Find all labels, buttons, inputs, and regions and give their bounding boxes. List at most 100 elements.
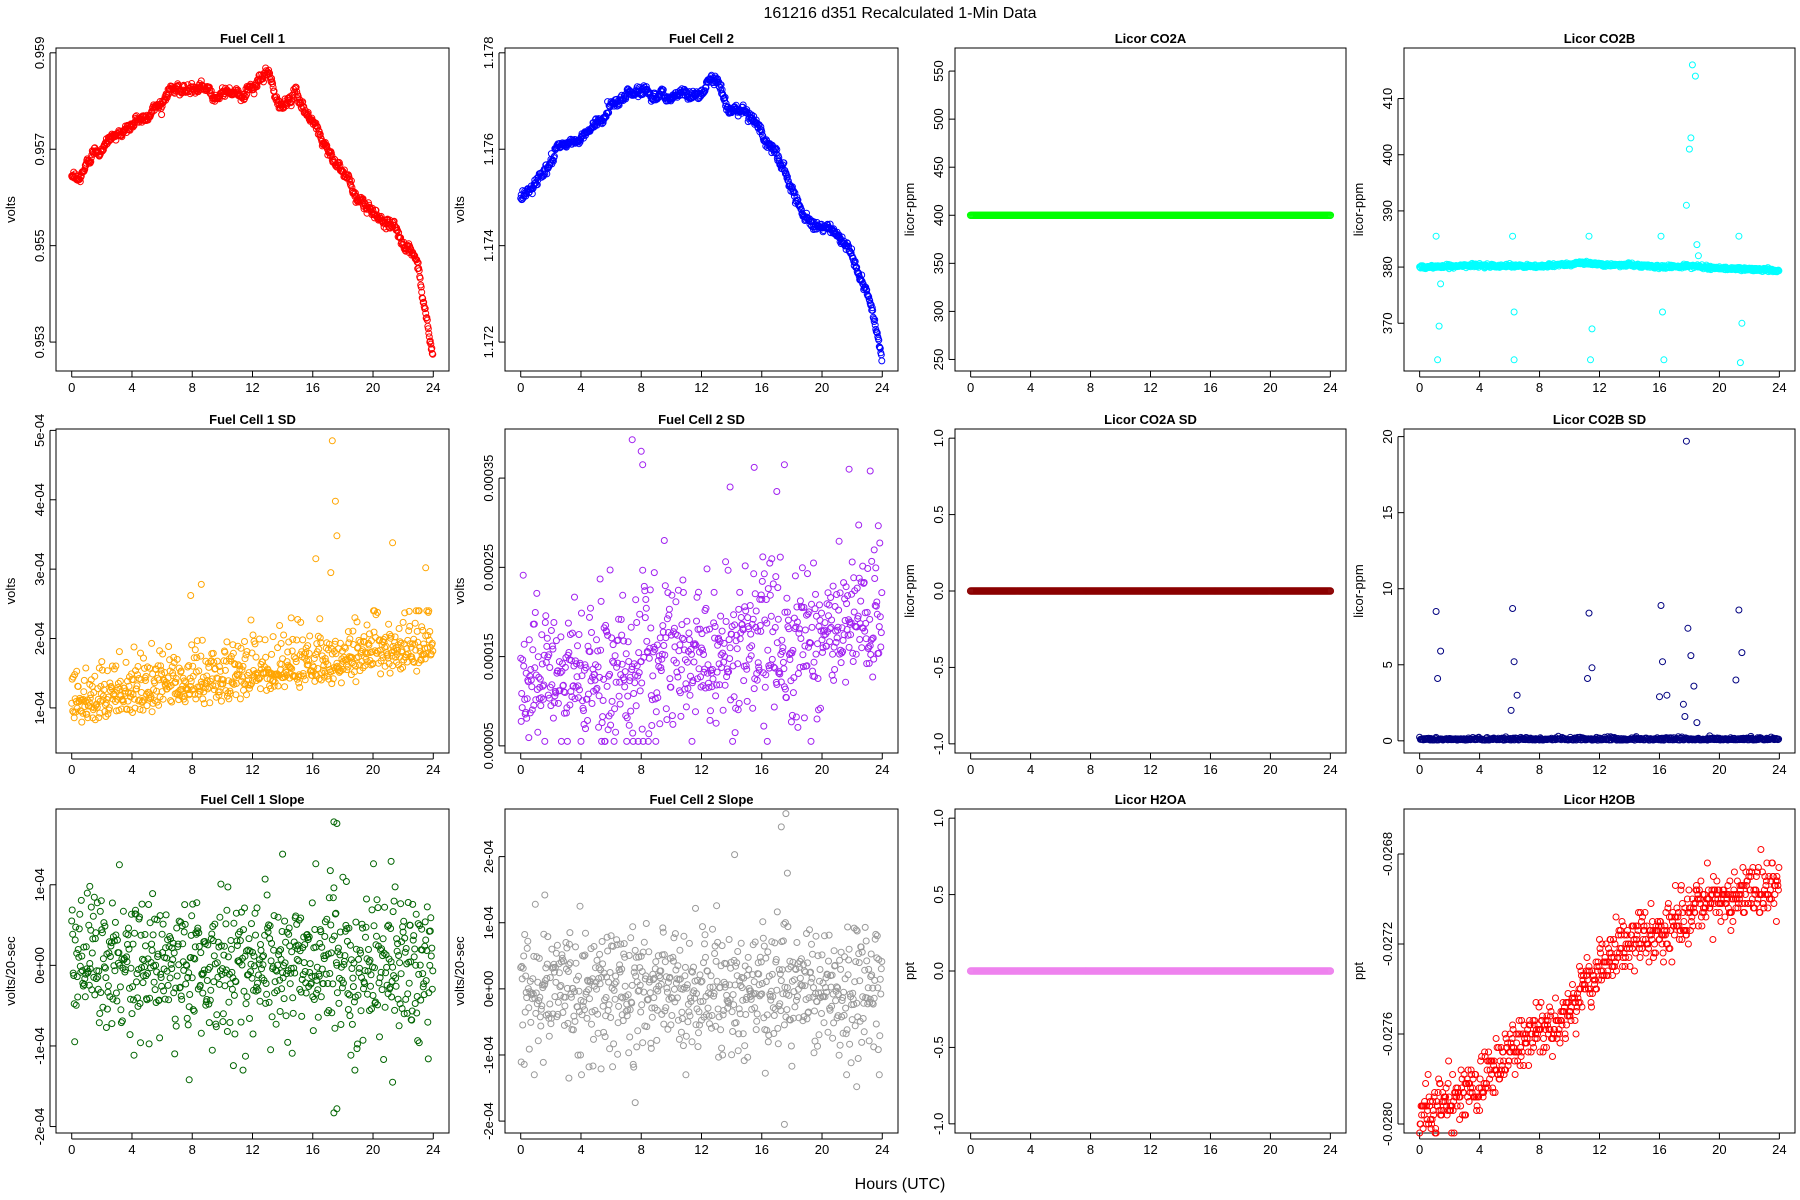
data-point (274, 644, 282, 652)
data-point (596, 575, 604, 583)
data-point (427, 340, 435, 348)
data-point (327, 569, 335, 577)
data-point (848, 245, 856, 253)
data-point (541, 619, 549, 626)
data-point (858, 644, 866, 652)
x-tick-label: 16 (1652, 380, 1666, 395)
data-point (709, 675, 717, 683)
data-point (543, 642, 551, 650)
data-point (683, 617, 691, 625)
y-tick-label: 1.172 (481, 326, 496, 359)
y-axis-label: licor-ppm (902, 183, 917, 236)
data-point (774, 584, 782, 592)
data-point (269, 633, 277, 641)
x-tick-label: 4 (577, 380, 584, 395)
data-point (1588, 325, 1596, 333)
data-point (268, 75, 276, 82)
data-point (792, 713, 800, 721)
data-point (849, 658, 857, 665)
y-tick-label: 3e-04 (32, 553, 47, 586)
data-point (597, 597, 605, 605)
data-point (750, 685, 758, 693)
y-tick-label: 500 (931, 108, 946, 130)
data-point (737, 614, 745, 621)
data-point (299, 636, 307, 644)
data-point (826, 638, 834, 646)
data-point (588, 629, 595, 636)
data-point (791, 189, 799, 197)
data-point (158, 111, 166, 119)
data-point (187, 592, 195, 599)
panel-fc1sd: Fuel Cell 1 SD0 4 8 12 16 20 241e-042e-043e-04… (3, 412, 450, 777)
data-point (148, 639, 156, 647)
x-tick-label: 4 (1476, 762, 1483, 777)
data-point (587, 604, 594, 612)
data-point (679, 576, 687, 584)
data-point (642, 596, 650, 603)
data-point (740, 677, 748, 685)
data-point (346, 635, 354, 643)
data-point (1687, 134, 1695, 142)
data-point (557, 737, 565, 745)
data-point (140, 654, 147, 662)
data-point (337, 679, 345, 687)
data-point (612, 728, 620, 736)
data-point (1659, 308, 1666, 316)
data-point (256, 635, 263, 643)
data-point (424, 325, 432, 333)
data-point (538, 631, 546, 639)
data-point (633, 619, 641, 626)
data-point (304, 109, 312, 116)
panel-title: Fuel Cell 2 SD (658, 412, 745, 427)
y-tick-label: 10 (1380, 581, 1395, 595)
data-point (858, 271, 866, 279)
y-axis-label: volts (3, 577, 18, 604)
data-point (710, 619, 718, 627)
data-point (868, 304, 876, 312)
data-point (340, 166, 348, 174)
data-point (205, 663, 213, 671)
data-point (641, 614, 649, 622)
data-point (864, 565, 872, 572)
data-point (845, 643, 853, 651)
y-tick-label: 20 (1380, 429, 1395, 443)
data-point (639, 566, 647, 574)
x-tick-label: 24 (426, 762, 440, 777)
x-tick-label: 8 (1536, 762, 1543, 777)
panel-title: Licor CO2B (1564, 31, 1636, 46)
data-point (613, 663, 621, 671)
data-point (776, 553, 784, 561)
y-tick-label: 450 (931, 156, 946, 178)
data-point (1738, 319, 1746, 327)
y-tick-label: 0.0 (931, 582, 946, 600)
panel-title: Fuel Cell 1 (220, 31, 285, 46)
y-tick-label: 390 (1380, 200, 1395, 222)
x-tick-label: 12 (1592, 762, 1606, 777)
y-tick-label: 1.0 (931, 429, 946, 447)
panel-co2bsd: Licor CO2B SD0 4 8 12 16 20 2405101520licor-pp… (1351, 412, 1796, 777)
x-tick-label: 16 (755, 380, 769, 395)
data-point (661, 582, 669, 590)
data-point (349, 627, 357, 635)
data-point (759, 553, 767, 561)
y-tick-label: 410 (1380, 88, 1395, 110)
data-point (735, 605, 743, 613)
data-point (757, 123, 765, 131)
x-tick-label: 12 (1143, 380, 1157, 395)
y-tick-label: 4e-04 (32, 483, 47, 516)
data-point (870, 315, 878, 323)
x-tick-label: 12 (1143, 762, 1157, 777)
panel-fc1: Fuel Cell 10 4 8 12 16 20 240.9530.9550.9570.9… (3, 31, 450, 395)
data-point (333, 532, 341, 540)
data-point (780, 461, 788, 469)
panel-title: Licor CO2A SD (1104, 412, 1197, 427)
data-point (351, 189, 359, 197)
data-point (726, 644, 734, 652)
x-tick-label: 24 (1323, 762, 1337, 777)
data-point (794, 670, 802, 677)
data-point (803, 209, 810, 217)
data-point (800, 714, 808, 722)
data-point (546, 664, 554, 671)
data-point (1509, 232, 1517, 240)
